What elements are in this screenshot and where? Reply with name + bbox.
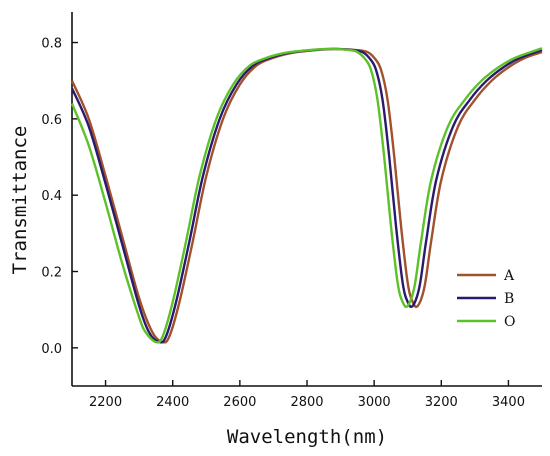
x-tick-label: 3000 [358, 395, 391, 410]
x-tick-label: 2600 [223, 395, 256, 410]
y-ticks: 0.0 0.2 0.4 0.6 0.8 [41, 37, 78, 357]
x-axis-title: Wavelength(nm) [227, 426, 387, 448]
x-ticks: 2200 2400 2600 2800 3000 3200 3400 [89, 380, 525, 410]
x-tick-label: 2200 [89, 395, 122, 410]
y-tick-label: 0.6 [41, 113, 62, 128]
legend-label-o: O [504, 314, 515, 330]
y-tick-label: 0.0 [41, 342, 62, 357]
plot-area: 2200 2400 2600 2800 3000 3200 3400 0.00.20.40.… [41, 12, 543, 410]
y-tick-label: 0.8 [41, 37, 62, 52]
series-line-o [70, 47, 543, 344]
legend-label-a: A [503, 268, 515, 284]
y-tick-label: 0.2 [41, 266, 62, 281]
y-axis-title: Transmittance [9, 126, 31, 275]
x-tick-label: 2800 [290, 395, 323, 410]
legend-label-b: B [504, 291, 514, 307]
x-tick-label: 2400 [156, 395, 189, 410]
x-tick-label: 3200 [425, 395, 458, 410]
legend: ABO [457, 268, 515, 330]
x-tick-label: 3400 [492, 395, 525, 410]
series-layer [70, 47, 543, 344]
y-tick-label: 0.4 [41, 189, 62, 204]
